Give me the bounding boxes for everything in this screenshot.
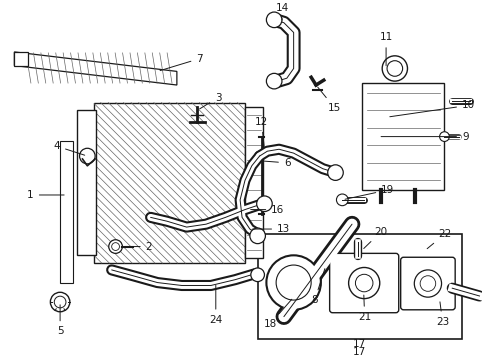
Circle shape [111, 243, 119, 251]
Circle shape [266, 73, 282, 89]
Circle shape [336, 194, 347, 206]
Text: 11: 11 [379, 32, 392, 66]
Bar [361, 83, 444, 190]
Text: 24: 24 [209, 285, 222, 325]
Text: 22: 22 [427, 229, 451, 249]
Circle shape [266, 255, 320, 310]
Circle shape [382, 56, 407, 81]
Text: 23: 23 [435, 302, 448, 327]
FancyBboxPatch shape [329, 253, 398, 313]
Bar [94, 103, 244, 263]
Text: 13: 13 [252, 224, 290, 234]
Bar [257, 234, 461, 339]
Circle shape [355, 274, 372, 292]
Text: 7: 7 [160, 54, 203, 71]
Text: 3: 3 [199, 93, 221, 109]
Text: 10: 10 [389, 100, 474, 117]
Circle shape [249, 228, 265, 244]
Text: 18: 18 [264, 299, 291, 329]
Circle shape [413, 270, 441, 297]
Text: 17: 17 [352, 347, 366, 357]
Circle shape [327, 165, 343, 180]
Text: 15: 15 [317, 87, 340, 113]
Text: 4: 4 [53, 141, 84, 155]
Text: 20: 20 [363, 227, 386, 248]
Circle shape [50, 292, 70, 312]
Text: 5: 5 [57, 305, 63, 336]
Circle shape [256, 196, 272, 212]
Text: 2: 2 [125, 242, 152, 252]
Text: 14: 14 [275, 3, 288, 20]
Circle shape [108, 240, 122, 253]
Text: 8: 8 [311, 269, 324, 305]
Circle shape [276, 265, 310, 300]
Circle shape [250, 268, 264, 282]
Text: 6: 6 [264, 158, 290, 168]
Circle shape [386, 61, 402, 76]
Bar [244, 107, 262, 258]
Circle shape [54, 296, 66, 308]
Circle shape [266, 12, 282, 28]
Text: 16: 16 [250, 204, 284, 215]
Polygon shape [14, 52, 28, 66]
Bar [77, 110, 96, 255]
Text: 9: 9 [380, 132, 468, 141]
Text: 12: 12 [254, 117, 267, 147]
Circle shape [439, 132, 448, 141]
Text: 1: 1 [27, 190, 64, 200]
Text: 17: 17 [352, 339, 366, 349]
Circle shape [419, 276, 435, 291]
Circle shape [348, 267, 379, 298]
Circle shape [80, 148, 95, 164]
Text: 21: 21 [357, 295, 370, 322]
Bar [60, 141, 73, 283]
Polygon shape [14, 52, 177, 85]
Text: 19: 19 [345, 185, 394, 199]
FancyBboxPatch shape [400, 257, 454, 310]
